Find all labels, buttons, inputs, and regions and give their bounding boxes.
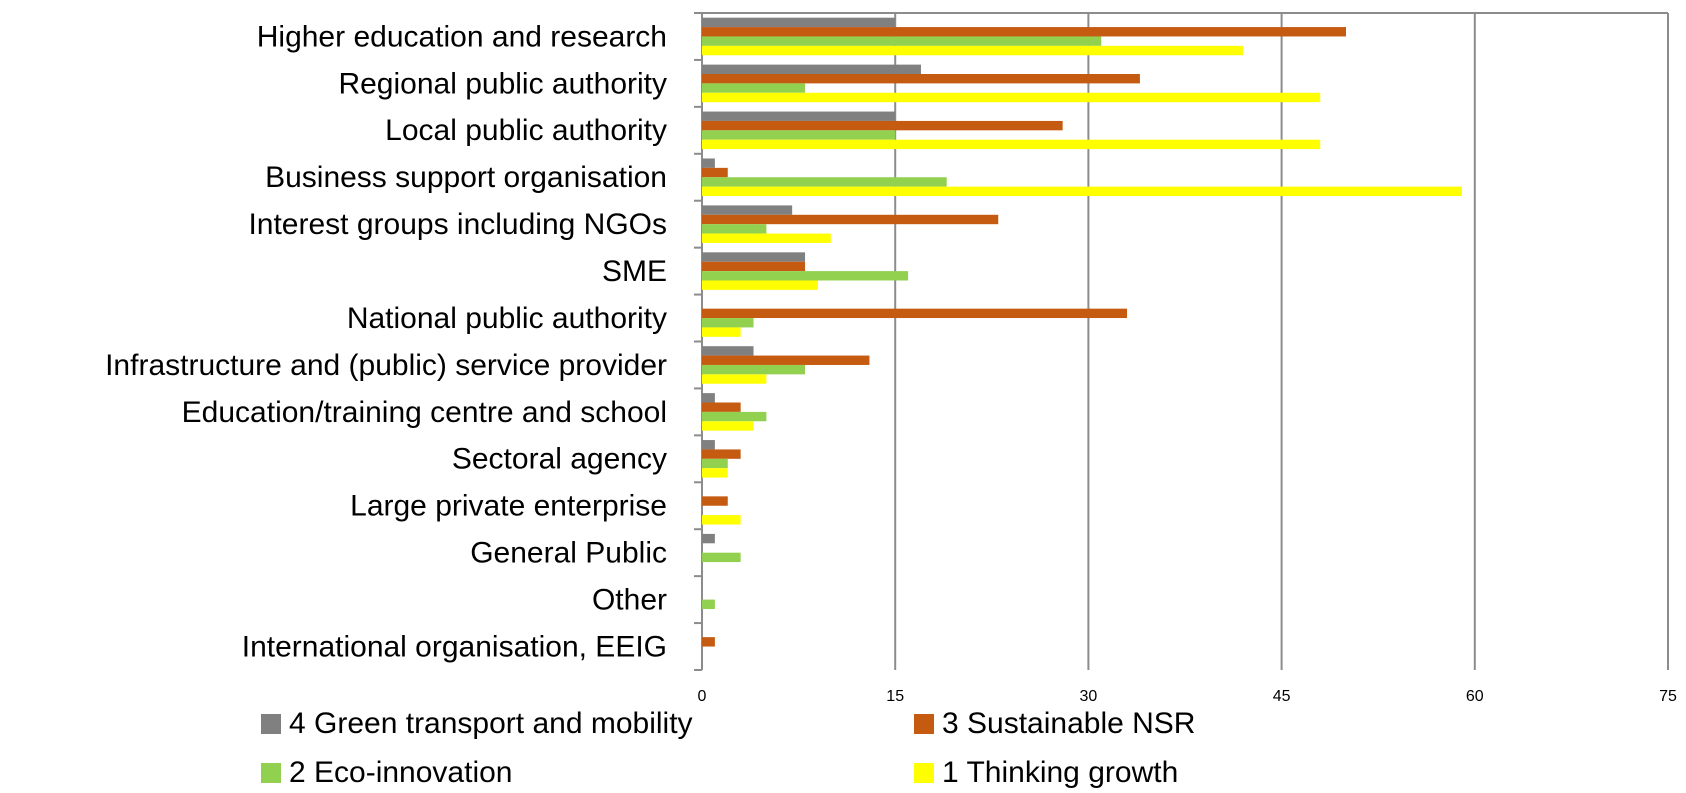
bar	[702, 186, 1462, 197]
bar	[702, 36, 1102, 46]
bar	[702, 205, 793, 215]
bar	[702, 421, 754, 431]
bar	[702, 364, 806, 375]
legend-swatch	[261, 763, 281, 783]
bar	[702, 139, 1321, 150]
bar	[702, 355, 870, 365]
bar	[702, 440, 715, 450]
bar	[702, 261, 806, 272]
legend-label: 2 Eco-innovation	[289, 756, 512, 789]
bar	[702, 45, 1243, 56]
x-tick-label: 45	[1273, 688, 1291, 705]
y-tick-label: Education/training centre and school	[182, 396, 667, 429]
y-tick-label: Large private enterprise	[350, 490, 667, 523]
bar	[702, 83, 806, 93]
bar	[702, 177, 947, 187]
bar	[702, 158, 715, 168]
bar	[702, 346, 754, 356]
y-tick-label: General Public	[470, 537, 667, 570]
y-tick-label: National public authority	[347, 302, 667, 335]
bar	[702, 224, 767, 234]
bar	[702, 167, 728, 178]
y-tick-label: Higher education and research	[257, 20, 667, 53]
bar	[702, 92, 1321, 103]
bar	[702, 27, 1346, 37]
y-tick-label: Sectoral agency	[452, 443, 667, 476]
bar	[702, 120, 1063, 131]
bar	[702, 327, 741, 337]
bar	[702, 496, 728, 506]
y-tick-label: International organisation, EEIG	[242, 630, 667, 663]
bar	[702, 458, 728, 469]
x-tick-label: 75	[1659, 688, 1677, 705]
bar	[702, 17, 896, 28]
bar	[702, 308, 1128, 319]
y-tick-label: Regional public authority	[338, 67, 667, 100]
bar	[702, 74, 1140, 84]
legend-swatch	[914, 714, 934, 734]
y-tick-label: SME	[602, 255, 667, 288]
bar	[702, 64, 921, 75]
y-tick-label: Infrastructure and (public) service prov…	[105, 349, 667, 382]
bar	[702, 411, 767, 422]
bar	[702, 449, 741, 459]
legend-swatch	[914, 763, 934, 783]
bar	[702, 318, 754, 328]
x-tick-label: 0	[698, 688, 707, 705]
y-tick-label: Interest groups including NGOs	[248, 208, 667, 241]
bar	[702, 111, 896, 121]
x-tick-label: 15	[886, 688, 904, 705]
legend-label: 3 Sustainable NSR	[942, 707, 1195, 740]
bar	[702, 515, 741, 525]
y-tick-label: Business support organisation	[265, 161, 667, 194]
legend-label: 4 Green transport and mobility	[289, 707, 693, 740]
bar	[702, 552, 741, 563]
bar	[702, 280, 818, 290]
legend-label: 1 Thinking growth	[942, 756, 1178, 789]
bar	[702, 468, 728, 478]
bar	[702, 393, 715, 403]
bar	[702, 402, 741, 412]
bar	[702, 252, 806, 262]
bar	[702, 214, 999, 225]
y-tick-label: Other	[592, 584, 667, 617]
bar	[702, 233, 831, 243]
bar	[702, 271, 909, 281]
legend-swatch	[261, 714, 281, 734]
bar	[702, 130, 896, 140]
x-tick-label: 30	[1080, 688, 1098, 705]
bar	[702, 637, 715, 647]
y-tick-label: Local public authority	[385, 114, 667, 147]
bar	[702, 599, 715, 609]
bar	[702, 374, 767, 384]
x-tick-label: 60	[1466, 688, 1484, 705]
bar	[702, 533, 715, 544]
